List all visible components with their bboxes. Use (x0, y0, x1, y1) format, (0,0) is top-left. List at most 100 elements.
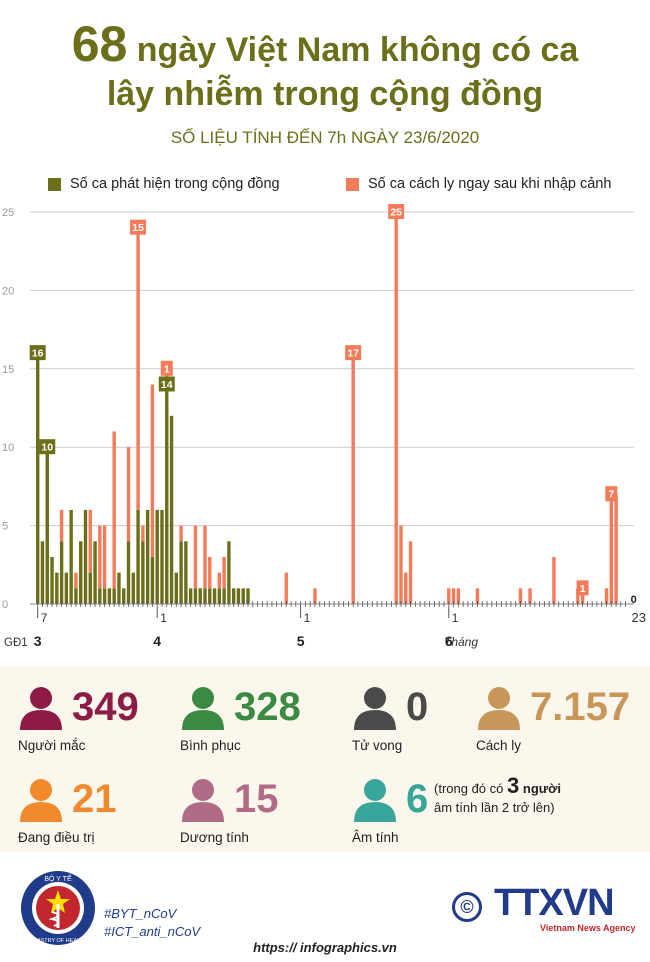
data-label: 1 (580, 583, 586, 595)
stat-item: 7.157 Cách ly (476, 684, 631, 753)
bar-community (69, 509, 73, 604)
bar-community (145, 509, 150, 604)
stats-panel (0, 666, 650, 852)
note-number: 3 (507, 773, 520, 798)
stat-value: 6 (406, 777, 429, 821)
bar-community (36, 353, 40, 604)
bar-quarantine (351, 353, 355, 604)
bar-quarantine (518, 588, 523, 604)
title-line2: lây nhiễm trong cộng đồng (106, 75, 544, 113)
bar-quarantine (609, 494, 613, 604)
copyright-icon: © (452, 892, 482, 922)
y-tick-label: 5 (2, 521, 8, 533)
bar-community (150, 556, 155, 604)
stat-item: 0 Tử vong (352, 684, 428, 753)
page-title: 68 ngày Việt Nam không có ca lây nhiễm t… (0, 19, 650, 116)
date-label: 1 (160, 611, 167, 625)
bar-quarantine (203, 525, 207, 589)
bar-community (141, 541, 145, 604)
bar-community (217, 588, 222, 604)
bar-community (169, 415, 174, 604)
stat-value: 7.157 (530, 685, 631, 729)
stat-label: Đang điều trị (18, 830, 95, 845)
bar-community (179, 541, 183, 604)
person-icon (20, 779, 62, 822)
stat-label: Cách ly (476, 738, 522, 753)
bar-quarantine (102, 525, 107, 589)
vna-logo-text: Vietnam News Agency (540, 923, 636, 933)
bar-quarantine (451, 588, 456, 604)
bar-quarantine (404, 572, 408, 604)
bar-quarantine (475, 588, 480, 604)
person-icon (354, 687, 396, 730)
bar-community (241, 588, 245, 604)
stage-label: GĐ1 (4, 637, 28, 649)
data-label-box (160, 360, 173, 376)
stat-label: Người mắc (18, 738, 86, 753)
website-link[interactable]: https:// infographics.vn (253, 940, 397, 955)
bar-community (74, 588, 78, 604)
data-label: 17 (347, 348, 359, 360)
month-label: 5 (297, 633, 305, 649)
bar-quarantine (208, 556, 212, 589)
data-label: 10 (41, 442, 53, 454)
legend-label-community: Số ca phát hiện trong cộng đồng (70, 176, 280, 192)
bar-community (246, 588, 250, 604)
data-label: 0 (631, 594, 637, 606)
bar-community (102, 588, 107, 604)
legend-label-quarantine: Số ca cách ly ngay sau khi nhập cảnh (368, 176, 612, 192)
y-tick-label: 15 (2, 364, 14, 376)
data-label: 7 (608, 489, 614, 501)
bar-quarantine (59, 509, 64, 542)
bar-community (40, 541, 45, 604)
ttxvn-logo: TTXVN (494, 882, 615, 924)
person-icon (182, 779, 224, 822)
bar-community (165, 384, 169, 604)
data-label-box (130, 219, 147, 235)
title-number: 68 (71, 16, 128, 72)
hashtag-byt[interactable]: #BYT_nCoV (104, 906, 177, 921)
bar-community (188, 588, 193, 604)
month-label: 4 (153, 633, 161, 649)
date-label: 7 (41, 611, 48, 625)
bar-community (160, 509, 164, 604)
data-label: 16 (32, 348, 44, 360)
bar-community (212, 588, 217, 604)
bar-community (193, 588, 198, 604)
bar-community (59, 541, 64, 604)
bar-community (93, 541, 97, 604)
data-label-box (576, 580, 589, 596)
person-icon (354, 779, 396, 822)
bar-quarantine (193, 525, 198, 589)
data-label: 25 (390, 207, 402, 219)
bar-community (208, 588, 212, 604)
bar-community (98, 588, 102, 604)
bar-community (184, 541, 188, 604)
bar-community (136, 509, 140, 604)
bar-quarantine (447, 588, 451, 604)
bar-quarantine (179, 525, 183, 542)
y-tick-label: 10 (2, 442, 14, 454)
stat-label: Dương tính (180, 830, 249, 845)
data-label-box (345, 345, 362, 361)
data-label-box (388, 204, 405, 219)
bar-community (222, 588, 226, 604)
bar-quarantine (141, 525, 145, 542)
date-label: 1 (304, 611, 311, 625)
bar-quarantine (313, 588, 317, 604)
y-tick-label: 20 (2, 285, 14, 297)
month-label: 3 (34, 633, 42, 649)
bar-quarantine (456, 588, 461, 604)
title-text: ngày Việt Nam không có ca (136, 31, 579, 69)
hashtag-ict[interactable]: #ICT_anti_nCoV (104, 924, 201, 939)
bar-quarantine (112, 431, 116, 589)
bar-quarantine (150, 384, 155, 557)
stat-item: 6 Âm tính (352, 776, 429, 845)
stat-label: Bình phục (180, 738, 241, 753)
moh-bottom-text: MINISTRY OF HEALTH (29, 938, 87, 944)
bar-quarantine (580, 588, 585, 604)
data-label-box (29, 345, 46, 361)
bar-community (155, 509, 159, 604)
bar-community (117, 572, 121, 604)
bar-community (131, 572, 135, 604)
